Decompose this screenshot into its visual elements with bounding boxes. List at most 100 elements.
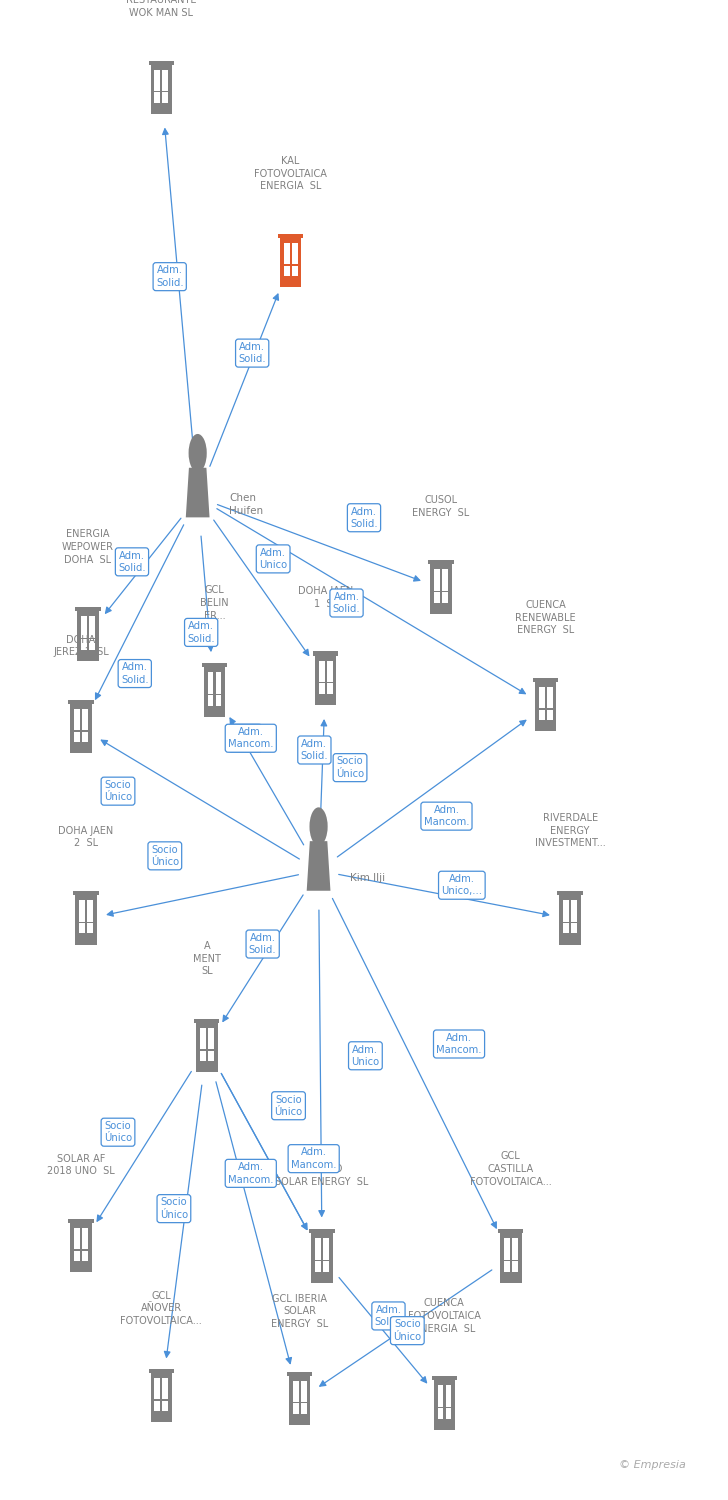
Bar <box>68 1220 94 1222</box>
Text: Adm.
Solid.: Adm. Solid. <box>301 740 328 760</box>
Bar <box>208 1038 214 1050</box>
Bar <box>442 580 448 591</box>
Text: KAL
FOTOVOLTAICA
ENERGIA  SL: KAL FOTOVOLTAICA ENERGIA SL <box>254 156 327 192</box>
Bar <box>539 710 545 720</box>
Bar <box>512 1238 518 1250</box>
Bar <box>293 1404 298 1414</box>
Circle shape <box>189 433 207 472</box>
Bar <box>498 1228 523 1233</box>
Bar <box>208 1028 214 1038</box>
Bar <box>89 627 95 638</box>
Bar <box>154 1389 160 1400</box>
Bar <box>323 1250 329 1260</box>
Bar <box>319 660 325 670</box>
Bar <box>315 1250 321 1260</box>
Bar <box>284 254 290 264</box>
Text: Chen
Huifen: Chen Huifen <box>229 494 264 516</box>
Bar <box>558 891 583 896</box>
Bar <box>151 63 172 114</box>
Text: A
MENT
SL: A MENT SL <box>193 940 221 976</box>
Bar <box>154 1378 160 1389</box>
Bar <box>539 698 545 708</box>
Text: GCL
AÑOVER
FOTOVOLTAICA...: GCL AÑOVER FOTOVOLTAICA... <box>120 1290 202 1326</box>
Polygon shape <box>186 468 210 518</box>
Text: Socio
Único: Socio Único <box>336 756 364 778</box>
Bar <box>292 254 298 264</box>
Bar <box>280 236 301 288</box>
Bar <box>327 660 333 670</box>
Bar <box>547 687 553 698</box>
Bar <box>87 910 93 921</box>
Bar <box>327 670 333 682</box>
Bar <box>301 1404 306 1414</box>
Bar <box>74 720 80 730</box>
Bar <box>442 592 448 603</box>
Bar <box>315 1262 321 1272</box>
Bar <box>533 678 558 682</box>
Text: CUENCA
FOTOVOLTAICA
ENERGIA  SL: CUENCA FOTOVOLTAICA ENERGIA SL <box>408 1298 480 1334</box>
Bar <box>154 81 160 92</box>
Bar <box>149 1370 174 1372</box>
Text: Kim Ilji: Kim Ilji <box>350 873 385 883</box>
Bar <box>309 1228 335 1233</box>
Bar <box>438 1396 443 1407</box>
Bar <box>79 910 85 921</box>
Bar <box>313 651 339 656</box>
Bar <box>162 1378 168 1389</box>
Bar <box>504 1262 510 1272</box>
Bar <box>563 922 569 933</box>
Bar <box>539 687 545 698</box>
Text: Socio
Único: Socio Único <box>393 1320 422 1342</box>
Bar <box>68 700 94 703</box>
Bar <box>563 900 569 910</box>
Bar <box>70 1221 92 1272</box>
Bar <box>87 900 93 910</box>
Text: GCL
BELIN
ER...: GCL BELIN ER... <box>200 585 229 621</box>
Text: Adm.
Mancom.: Adm. Mancom. <box>424 806 470 828</box>
Bar <box>162 1401 168 1411</box>
Bar <box>154 69 160 81</box>
Bar <box>512 1250 518 1260</box>
Bar <box>215 672 221 682</box>
Bar <box>287 1372 312 1376</box>
Text: RIVERDALE
ENERGY
INVESTMENT...: RIVERDALE ENERGY INVESTMENT... <box>535 813 606 849</box>
Bar <box>208 1050 214 1062</box>
Bar <box>323 1262 329 1272</box>
Text: Adm.
Solid.: Adm. Solid. <box>333 592 360 613</box>
Bar <box>315 1238 321 1250</box>
Text: Adm.
Mancom.: Adm. Mancom. <box>436 1034 482 1054</box>
Bar <box>149 60 174 64</box>
Text: Adm.
Solid.: Adm. Solid. <box>156 266 183 288</box>
Bar <box>571 922 577 933</box>
Bar <box>82 720 88 730</box>
Bar <box>292 243 298 254</box>
Bar <box>504 1238 510 1250</box>
Bar <box>74 1228 80 1239</box>
Text: Adm.
Solid.: Adm. Solid. <box>232 728 259 750</box>
Bar <box>547 710 553 720</box>
Text: GCL IBERIA
SOLAR
ENERGY  SL: GCL IBERIA SOLAR ENERGY SL <box>271 1293 328 1329</box>
Text: Adm.
Solid.: Adm. Solid. <box>238 342 266 364</box>
Text: GCL
CASTILLA
FOTOVOLTAICA...: GCL CASTILLA FOTOVOLTAICA... <box>470 1150 552 1186</box>
Bar <box>438 1408 443 1419</box>
Text: Adm.
Solid.: Adm. Solid. <box>375 1305 403 1328</box>
Circle shape <box>309 807 328 846</box>
Bar <box>79 922 85 933</box>
Bar <box>215 694 221 705</box>
Bar <box>200 1038 206 1050</box>
Text: GCL
TOLEDO
SOLAR ENERGY  SL: GCL TOLEDO SOLAR ENERGY SL <box>275 1150 369 1186</box>
Bar <box>292 266 298 276</box>
Text: Adm.
Unico: Adm. Unico <box>259 548 288 570</box>
Bar <box>194 1019 219 1023</box>
Bar <box>73 891 98 896</box>
Bar <box>77 609 99 662</box>
Text: Adm.
Solid.: Adm. Solid. <box>249 933 277 956</box>
Bar <box>571 900 577 910</box>
Bar <box>284 243 290 254</box>
Bar <box>432 1376 457 1380</box>
Bar <box>204 666 225 717</box>
Bar <box>438 1384 443 1396</box>
Bar <box>82 710 88 720</box>
Bar <box>207 672 213 682</box>
Bar <box>200 1050 206 1062</box>
